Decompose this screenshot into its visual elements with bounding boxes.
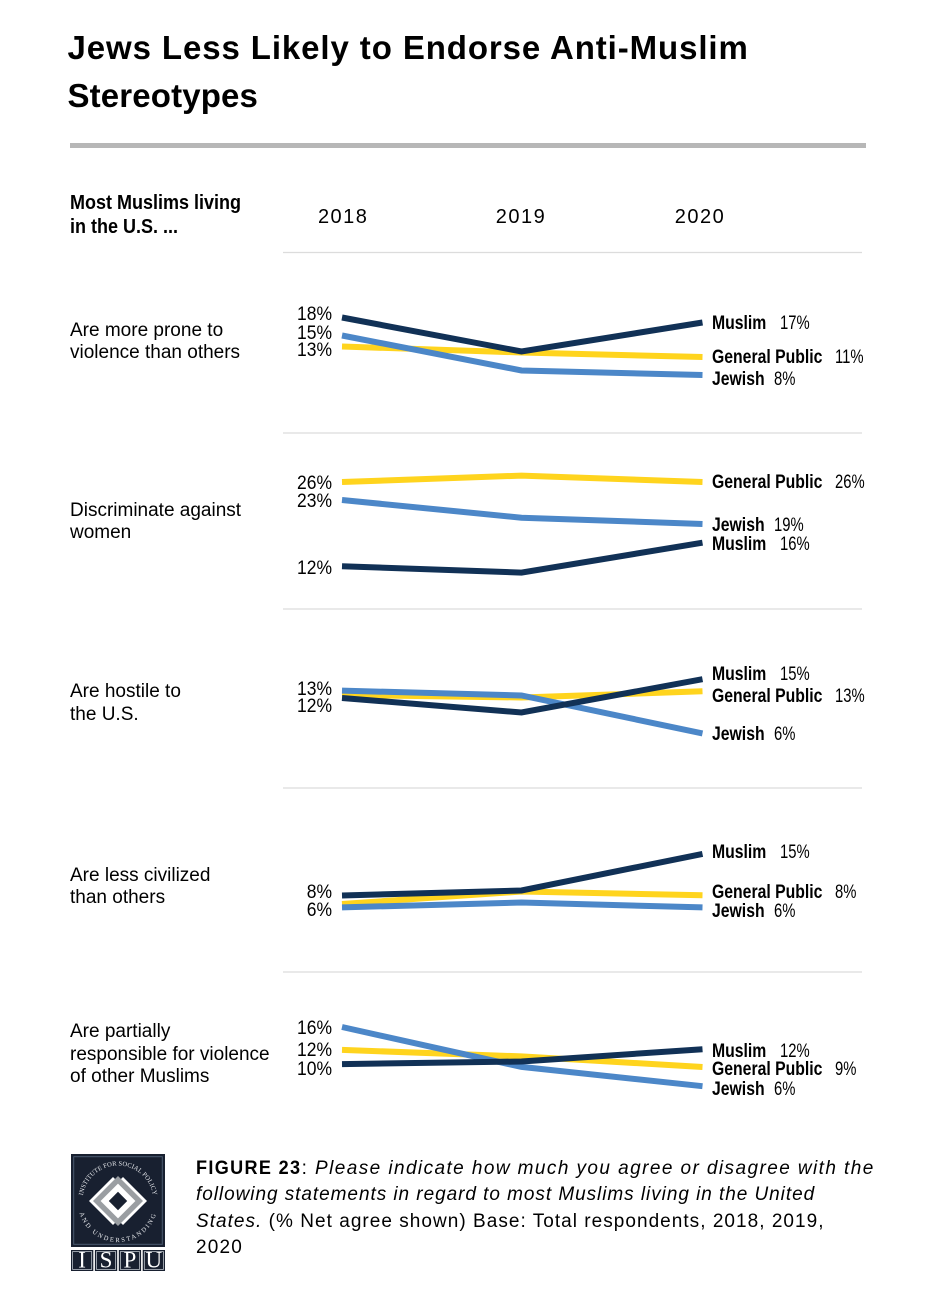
svg-text:U: U	[145, 1248, 162, 1273]
svg-text:S: S	[100, 1248, 113, 1273]
svg-text:P: P	[124, 1248, 137, 1273]
svg-text:I: I	[78, 1248, 86, 1273]
